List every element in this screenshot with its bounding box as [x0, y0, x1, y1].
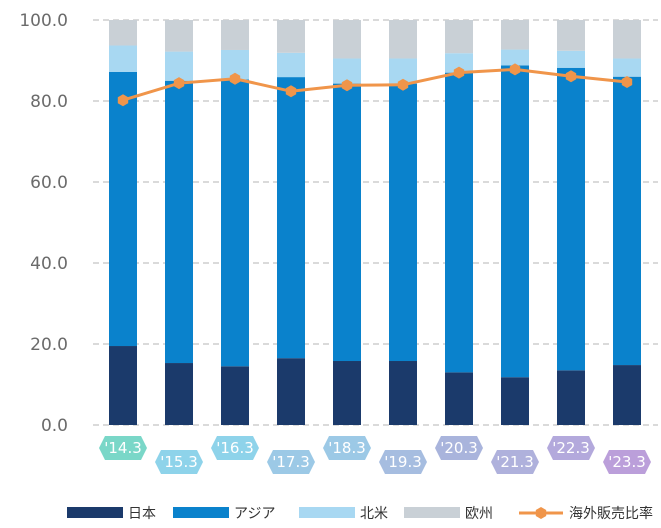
bar-segment	[445, 372, 473, 425]
bar-segment	[445, 53, 473, 73]
bar-segment	[557, 50, 585, 68]
bar-segment	[613, 76, 641, 366]
overseas-ratio-line	[117, 63, 633, 107]
bar-segment	[445, 72, 473, 373]
bar-segment	[333, 361, 361, 425]
bar-segment	[221, 20, 249, 50]
line-point	[621, 75, 633, 88]
bar-segment	[501, 377, 529, 425]
legend-label: 北米	[360, 506, 388, 522]
line-point	[229, 72, 241, 85]
x-tick-label: '21.3	[496, 453, 534, 471]
x-label-badge	[267, 450, 315, 474]
bar-segment	[389, 20, 417, 59]
x-label-badge	[435, 436, 483, 460]
x-label-badge	[211, 436, 259, 460]
bar-segment	[277, 20, 305, 53]
line-point	[453, 66, 465, 79]
bar-segment	[165, 363, 193, 425]
x-label-badge	[323, 436, 371, 460]
bar-segment	[445, 20, 473, 54]
bar-segment	[277, 52, 305, 78]
line-path	[122, 67, 628, 102]
x-tick-label: '22.3	[552, 439, 590, 457]
legend-label: 海外販売比率	[569, 505, 653, 522]
legend-line-marker	[535, 507, 547, 519]
line-point	[285, 85, 297, 98]
bar-segment	[501, 65, 529, 378]
bar-segment	[165, 80, 193, 364]
line-point	[117, 94, 129, 107]
bar-segment	[333, 20, 361, 59]
legend-swatch	[404, 507, 460, 518]
bar-segment	[165, 20, 193, 52]
legend-label: アジア	[234, 506, 275, 522]
line-point	[509, 63, 521, 76]
legend: 日本 アジア 北米 欧州 海外販売比率	[67, 505, 653, 522]
x-tick-label: '16.3	[216, 439, 254, 457]
x-label-badge	[155, 450, 203, 474]
bar-segment	[277, 77, 305, 359]
bar-segment	[557, 67, 585, 371]
x-tick-label: '20.3	[440, 439, 478, 457]
y-tick-label: 0.0	[41, 416, 68, 436]
x-axis-labels: '14.3 '15.3 '16.3 '17.3 '18.3 '19.3 '20.3 '21.3…	[99, 436, 651, 474]
y-axis: 0.0 20.0 40.0 60.0 80.0 100.0	[19, 11, 68, 436]
bar-segment	[109, 71, 137, 347]
bar-segment	[613, 58, 641, 77]
bars	[109, 20, 641, 425]
bar-segment	[501, 49, 529, 66]
bar-segment	[557, 20, 585, 51]
y-tick-label: 100.0	[19, 11, 68, 31]
bar-segment	[221, 79, 249, 367]
line-point	[565, 70, 577, 83]
bar-segment	[613, 365, 641, 425]
x-tick-label: '17.3	[272, 453, 310, 471]
y-tick-label: 20.0	[30, 335, 68, 355]
y-tick-label: 60.0	[30, 173, 68, 193]
bar-segment	[557, 370, 585, 425]
line-point	[341, 79, 353, 92]
bar-segment	[333, 83, 361, 362]
y-tick-label: 80.0	[30, 92, 68, 112]
x-tick-label: '18.3	[328, 439, 366, 457]
x-tick-label: '23.3	[608, 453, 646, 471]
legend-swatch	[299, 507, 355, 518]
x-label-badge	[379, 450, 427, 474]
y-tick-label: 40.0	[30, 254, 68, 274]
bar-segment	[389, 83, 417, 362]
x-label-badge	[99, 436, 147, 460]
bar-segment	[389, 361, 417, 425]
x-tick-label: '15.3	[160, 453, 198, 471]
line-point	[397, 78, 409, 91]
x-label-badge	[547, 436, 595, 460]
x-label-badge	[491, 450, 539, 474]
legend-label: 欧州	[465, 506, 493, 522]
x-tick-label: '19.3	[384, 453, 422, 471]
bar-segment	[277, 358, 305, 425]
bar-segment	[501, 20, 529, 50]
bar-segment	[109, 346, 137, 425]
line-point	[173, 77, 185, 90]
bar-segment	[221, 366, 249, 425]
legend-swatch	[67, 507, 123, 518]
x-tick-label: '14.3	[104, 439, 142, 457]
bar-segment	[109, 45, 137, 72]
bar-segment	[613, 20, 641, 59]
legend-swatch	[173, 507, 229, 518]
legend-label: 日本	[128, 506, 156, 522]
bar-segment	[165, 51, 193, 81]
x-label-badge	[603, 450, 651, 474]
bar-segment	[109, 20, 137, 46]
